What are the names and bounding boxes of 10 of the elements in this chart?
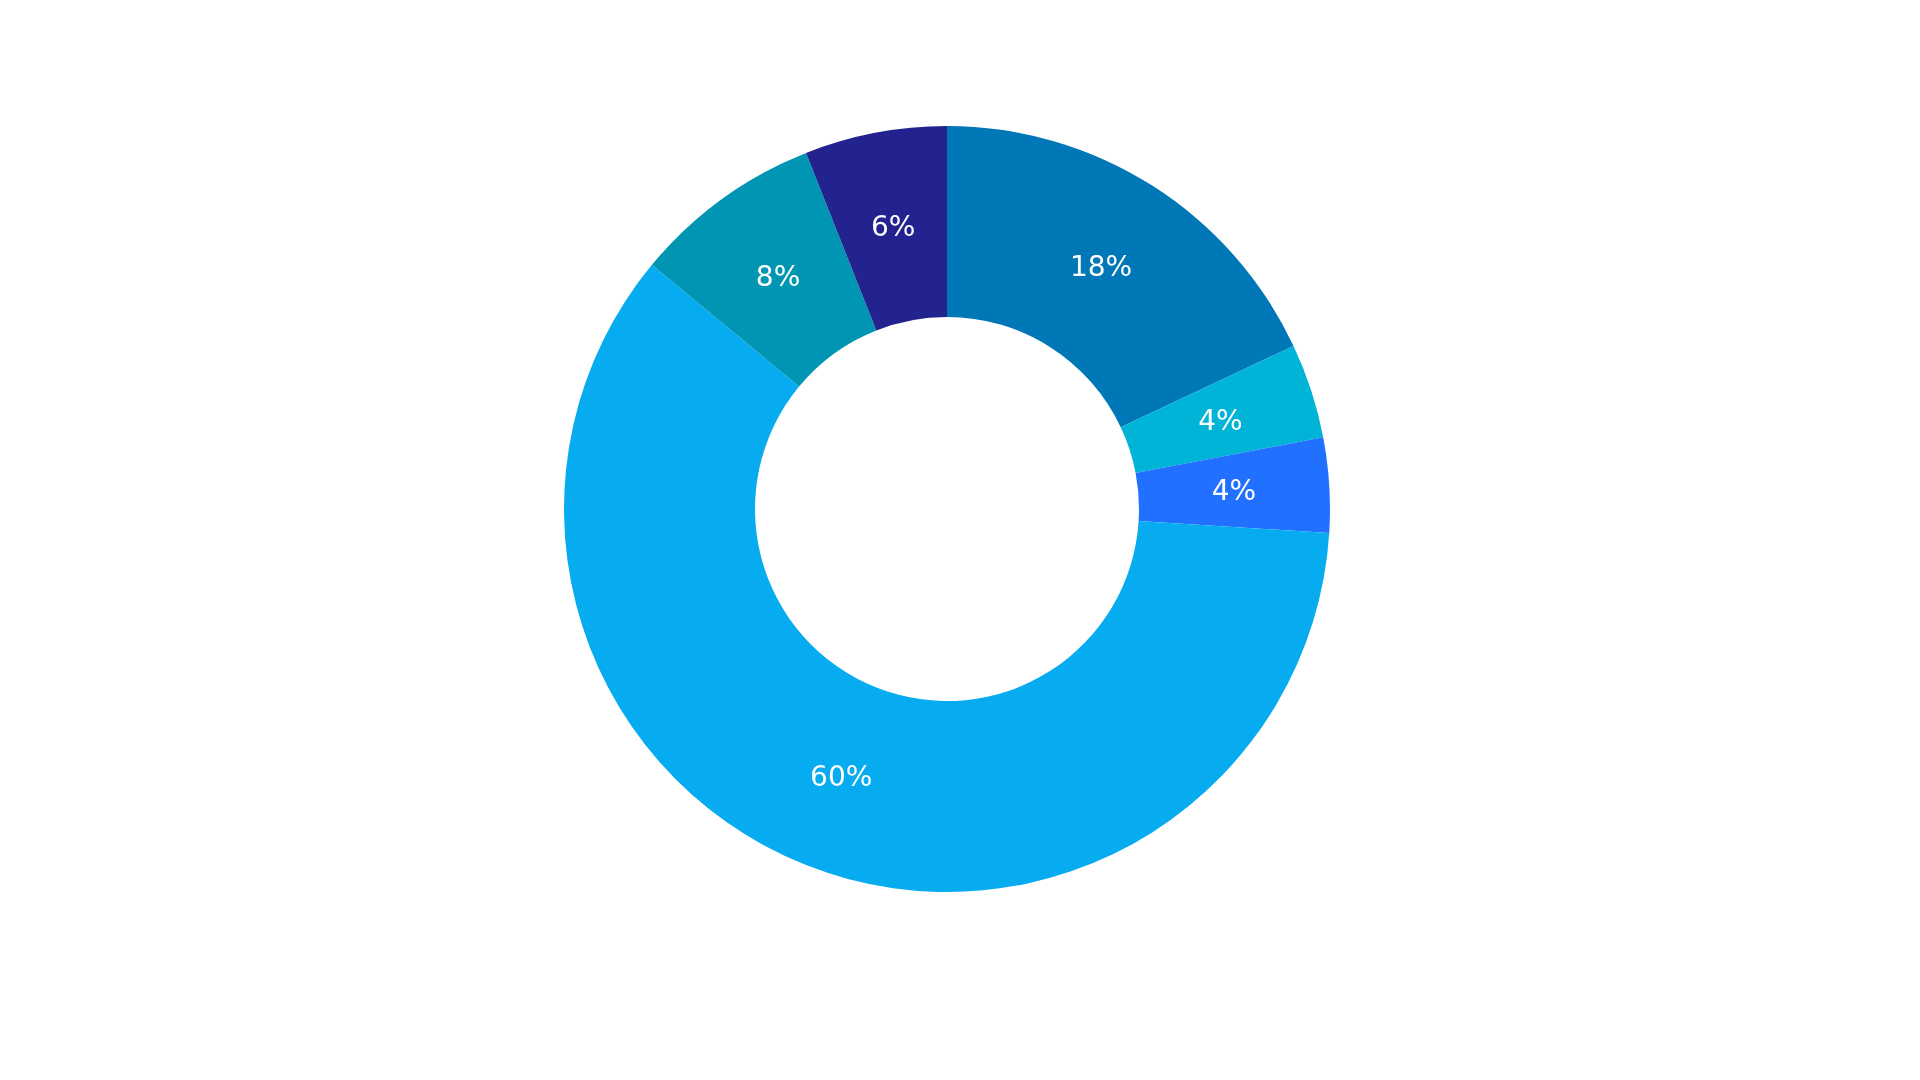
data-label: 4% [1198,403,1243,437]
data-label: 8% [755,259,801,293]
donut-slice [1135,437,1330,534]
donut-slice [947,126,1294,428]
data-label: 60% [810,759,873,793]
data-label: 6% [870,210,916,244]
donut-slice [1120,345,1324,474]
data-label: 4% [1211,474,1257,508]
data-label: 18% [1069,249,1133,283]
donut-slice [806,126,947,331]
